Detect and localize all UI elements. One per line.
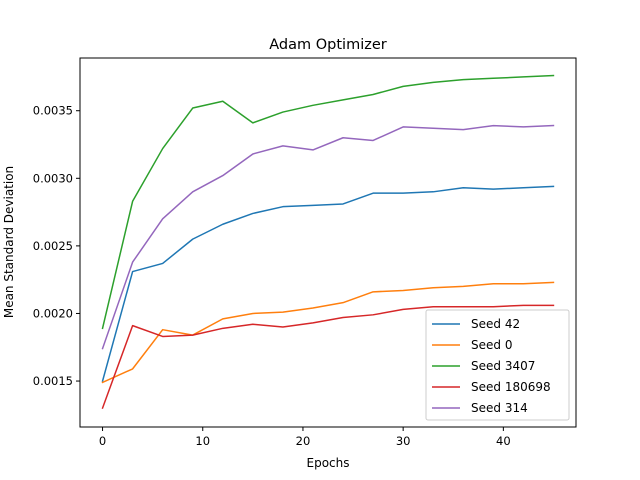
plot-area-frame xyxy=(79,57,577,428)
legend-label-0: Seed 42 xyxy=(471,317,520,331)
legend-items: Seed 42 Seed 0 Seed 3407 Seed 180698 Seed 31… xyxy=(432,317,551,415)
series-line-4 xyxy=(101,124,555,350)
y-tick-label: 0.0030 xyxy=(33,171,73,185)
legend: Seed 42 Seed 0 Seed 3407 Seed 180698 Seed 31… xyxy=(425,309,570,421)
legend-label-2: Seed 3407 xyxy=(471,359,535,373)
chart-title: Adam Optimizer xyxy=(269,37,387,53)
y-tick-label: 0.0020 xyxy=(33,306,73,320)
x-tick-label: 30 xyxy=(396,434,411,448)
x-tick-label: 20 xyxy=(296,434,311,448)
legend-label-4: Seed 314 xyxy=(471,401,528,415)
series-line-3 xyxy=(101,304,555,410)
x-tick-label: 0 xyxy=(99,434,106,448)
x-axis-ticks: 0 10 20 30 40 xyxy=(99,427,511,448)
x-tick-label: 10 xyxy=(195,434,210,448)
series-line-1 xyxy=(101,281,555,384)
y-tick-label: 0.0035 xyxy=(33,104,73,118)
x-tick-label: 40 xyxy=(496,434,511,448)
y-axis-ticks: 0.0015 0.0020 0.0025 0.0030 0.0035 xyxy=(33,104,80,388)
y-tick-label: 0.0025 xyxy=(33,239,73,253)
series-line-2 xyxy=(101,74,555,330)
series-line-0 xyxy=(101,185,555,382)
y-axis-label: Mean Standard Deviation xyxy=(2,166,16,318)
legend-box xyxy=(425,309,570,421)
y-tick-label: 0.0015 xyxy=(33,374,73,388)
legend-label-1: Seed 0 xyxy=(471,338,512,352)
series-layer xyxy=(101,74,555,410)
legend-label-3: Seed 180698 xyxy=(471,380,551,394)
x-axis-label: Epochs xyxy=(307,456,350,470)
